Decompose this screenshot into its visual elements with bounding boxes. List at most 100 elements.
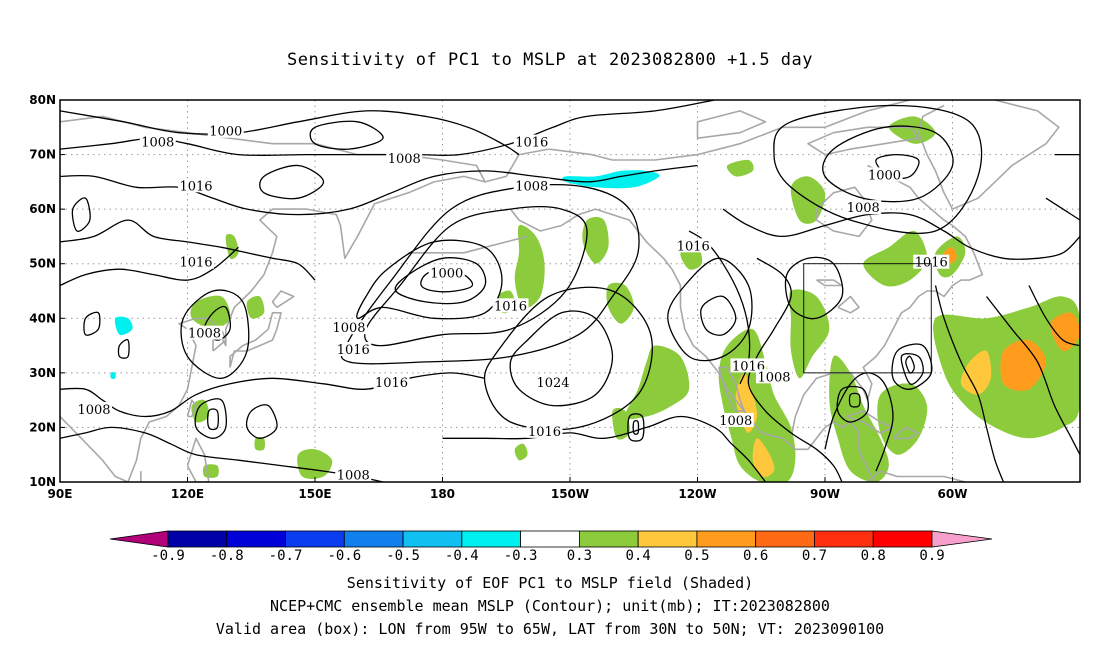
longitude-axis: 90E 120E 150E 180 150W 120W 90W 60W: [48, 477, 967, 501]
mslp-contour: [632, 420, 640, 435]
contour-label-bg: [186, 325, 223, 340]
coastline: [509, 208, 877, 482]
contour-label-bg: [756, 369, 792, 384]
contour-label: 1008: [388, 152, 421, 167]
contour-label: 1008: [719, 414, 752, 429]
colorbar-label: 0.5: [684, 548, 709, 564]
contour-label: 1016: [677, 239, 710, 254]
lon-tick-label: 90W: [810, 487, 840, 501]
mslp-contour: [60, 110, 520, 156]
colorbar-segment: [226, 530, 286, 548]
mslp-contour: [194, 398, 227, 439]
contour-label-bg: [373, 374, 410, 389]
contour-label-bg: [335, 342, 372, 357]
contour-label: 1016: [915, 256, 948, 271]
mslp-contour: [848, 392, 861, 408]
mslp-contour: [891, 343, 933, 390]
mslp-contour: [822, 125, 954, 203]
coastline: [917, 104, 954, 210]
colorbar-label: 0.7: [802, 548, 827, 564]
sensitivity-patch: [562, 170, 660, 189]
sensitivity-patch: [514, 224, 545, 309]
mslp-contour: [180, 289, 250, 379]
sensitivity-patch: [1050, 312, 1080, 352]
mslp-contour: [356, 239, 503, 320]
colorbar-label: -0.5: [386, 548, 420, 564]
colorbar: -0.9 -0.8 -0.7 -0.6 -0.5 -0.4 -0.3 0.3 0.4 0.5 0.6…: [109, 530, 993, 564]
contour-label: 1016: [337, 343, 370, 358]
contour-label-bg: [207, 123, 244, 138]
colorbar-segment: [520, 530, 580, 548]
coastline: [866, 470, 966, 482]
colorbar-label: 0.8: [861, 548, 886, 564]
sensitivity-patch: [254, 436, 266, 451]
colorbar-label: -0.8: [210, 548, 244, 564]
lon-tick-label: 150E: [298, 487, 331, 501]
contour-label: 1016: [179, 179, 212, 194]
contour-label: 1008: [77, 403, 110, 418]
sensitivity-patch: [863, 230, 928, 287]
coastline: [271, 290, 295, 309]
contour-label-bg: [178, 254, 214, 269]
mslp-contour: [60, 164, 698, 216]
sensitivity-patch: [190, 295, 231, 330]
colorbar-label: -0.3: [504, 548, 538, 564]
sensitivity-patch: [625, 345, 690, 420]
lat-tick-label: 50N: [29, 257, 56, 271]
sensitivity-patch: [680, 246, 703, 270]
contour-label-bg: [717, 412, 754, 427]
contour-label: 1016: [375, 376, 408, 391]
lon-tick-label: 120E: [171, 487, 204, 501]
colorbar-segment: [402, 530, 463, 548]
contour-label-bg: [331, 320, 367, 335]
sensitivity-patch: [877, 383, 928, 455]
colorbar-label: 0.9: [919, 548, 944, 564]
lon-tick-label: 180: [430, 487, 455, 501]
mslp-contour: [60, 426, 384, 482]
contour-label-bg: [513, 134, 550, 149]
mslp-contour: [747, 257, 843, 482]
contour-label: 1016: [515, 136, 548, 151]
contour-label-bg: [845, 200, 882, 215]
lat-tick-label: 40N: [29, 311, 56, 325]
sensitivity-patch: [514, 443, 528, 461]
valid-area-box: [803, 263, 932, 374]
coastline: [952, 100, 1060, 210]
sensitivity-patch: [246, 295, 265, 319]
coastline: [186, 437, 210, 482]
mslp-contour: [245, 404, 278, 439]
contour-label: 1008: [337, 469, 370, 484]
colorbar-segment: [755, 530, 815, 548]
lat-tick-label: 10N: [29, 475, 56, 489]
caption-line-3: Valid area (box): LON from 95W to 65W, L…: [215, 620, 885, 638]
colorbar-label: -0.4: [445, 548, 479, 564]
contour-label-bg: [730, 358, 767, 373]
mslp-contour: [207, 408, 219, 431]
contour-label-bg: [913, 254, 950, 269]
sensitivity-patch: [726, 159, 754, 177]
lat-tick-label: 30N: [29, 366, 56, 380]
colorbar-label: -0.7: [269, 548, 303, 564]
mslp-contour: [1028, 285, 1080, 347]
coastline: [718, 366, 746, 412]
contour-label: 1016: [494, 299, 527, 314]
mslp-contour: [836, 385, 869, 423]
mslp-contour: [667, 257, 753, 362]
sensitivity-patch: [789, 289, 830, 379]
coastline: [807, 126, 920, 156]
colorbar-segment: [578, 530, 639, 548]
colorbar-segment: [461, 530, 522, 548]
lat-tick-label: 20N: [29, 420, 56, 434]
sensitivity-patch: [752, 438, 775, 478]
mslp-contour: [934, 285, 1005, 482]
mslp-contour: [784, 256, 844, 320]
sensitivity-patch: [202, 464, 219, 478]
contour-label-bg: [76, 402, 112, 417]
mslp-contour: [340, 183, 640, 365]
mslp-contour: [700, 295, 737, 336]
mslp-contour: [309, 120, 384, 150]
lat-tick-label: 70N: [29, 148, 56, 162]
colorbar-label: 0.4: [626, 548, 651, 564]
sensitivity-patch: [582, 216, 609, 264]
